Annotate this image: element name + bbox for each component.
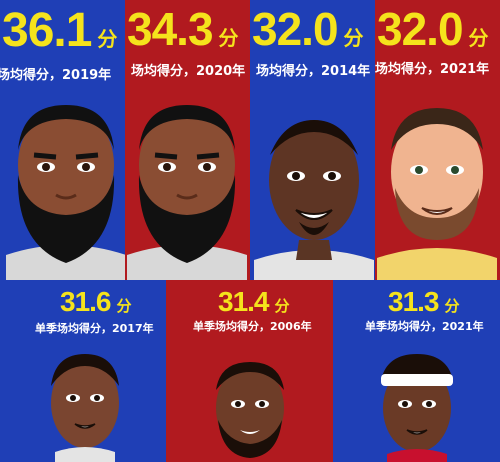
panel-bottom-1: 31.6 分 单季场均得分，2017年 <box>0 280 166 462</box>
caption-top-4: 场均得分，2021年 <box>375 62 490 77</box>
caption-top-3: 场均得分，2014年 <box>256 64 371 79</box>
caption-top-2: 场均得分，2020年 <box>131 64 246 79</box>
panel-top-2: 34.3 分 场均得分，2020年 <box>125 0 250 280</box>
player-portrait-headband-beard <box>200 356 300 462</box>
panel-top-3: 32.0 分 场均得分，2014年 <box>250 0 375 280</box>
panel-bottom-3: 31.3 分 单季场均得分，2021年 <box>333 280 500 462</box>
score-bottom-2: 31.4 分 <box>218 286 290 317</box>
panel-top-4: 32.0 分 场均得分，2021年 <box>375 0 500 280</box>
caption-bottom-2: 单季场均得分，2006年 <box>193 320 312 333</box>
player-portrait-short-hair-1 <box>35 348 135 462</box>
score-top-4: 32.0 分 <box>377 3 489 55</box>
caption-bottom-1: 单季场均得分，2017年 <box>35 322 154 335</box>
panel-bottom-2: 31.4 分 单季场均得分，2006年 <box>166 280 333 462</box>
player-portrait-bearded-1 <box>0 95 125 280</box>
player-portrait-light-beard <box>375 100 500 280</box>
score-bottom-3: 31.3 分 <box>388 286 460 317</box>
score-top-2: 34.3 分 <box>127 3 239 55</box>
score-top-1: 36.1 分 <box>2 4 117 57</box>
caption-bottom-3: 单季场均得分，2021年 <box>365 320 484 333</box>
player-portrait-goatee <box>250 110 375 280</box>
player-portrait-bearded-2 <box>125 95 250 280</box>
player-portrait-headband <box>367 350 467 462</box>
score-top-3: 32.0 分 <box>252 3 364 55</box>
score-bottom-1: 31.6 分 <box>60 286 132 317</box>
caption-top-1: 场均得分，2019年 <box>0 68 112 83</box>
panel-top-1: 36.1 分 场均得分，2019年 <box>0 0 125 280</box>
